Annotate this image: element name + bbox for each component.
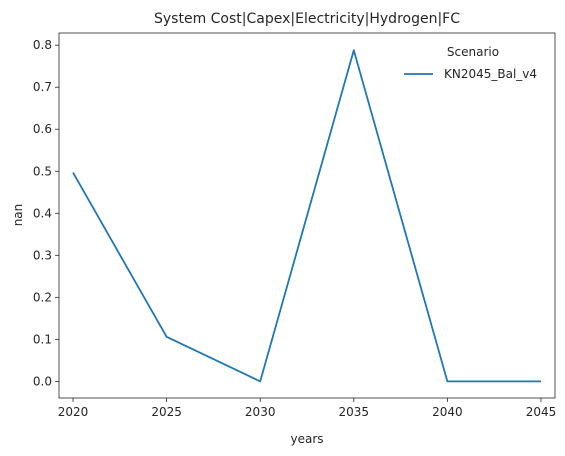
y-tick-label: 0.8 [33,38,52,52]
y-tick-label: 0.7 [33,80,52,94]
series-line [72,49,541,383]
legend: Scenario KN2045_Bal_v4 [404,45,537,81]
plot-area [58,32,556,399]
y-axis-label: nan [11,204,25,227]
y-tick-label: 0.6 [33,122,52,136]
y-tick-label: 0.4 [33,206,52,220]
chart-title: System Cost|Capex|Electricity|Hydrogen|F… [154,11,460,27]
x-tick-label: 2035 [339,405,370,419]
x-axis-label: years [290,432,323,446]
x-tick-label: 2045 [526,405,557,419]
x-tick-label: 2025 [151,405,182,419]
legend-entry: KN2045_Bal_v4 [444,67,537,81]
x-tick-label: 2020 [58,405,89,419]
y-tick-label: 0.0 [33,374,52,388]
y-tick-label: 0.2 [33,290,52,304]
y-tick-label: 0.1 [33,332,52,346]
y-tick-label: 0.3 [33,248,52,262]
legend-title: Scenario [447,45,499,59]
y-axis: 0.0 0.1 0.2 0.3 0.4 0.5 0.6 0.7 0.8 [33,38,59,388]
x-tick-label: 2040 [432,405,463,419]
series-layer [72,49,541,383]
y-tick-label: 0.5 [33,164,52,178]
x-axis: 2020 2025 2030 2035 2040 2045 [58,398,556,419]
x-tick-label: 2030 [245,405,276,419]
